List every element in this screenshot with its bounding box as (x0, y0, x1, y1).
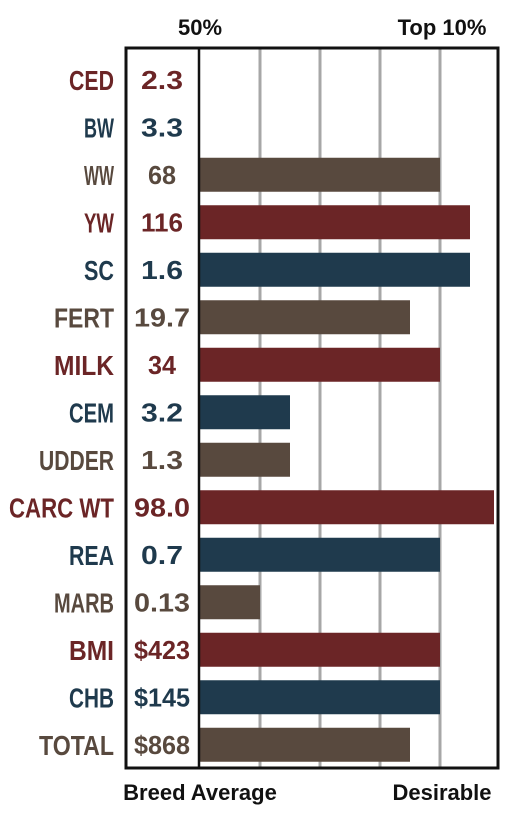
bar-yw (200, 205, 470, 240)
trait-label-total: TOTAL (39, 730, 114, 761)
trait-labels: CED BW WW YW SC FERT MILK CEM UDDER CARC WT REA MAR… (9, 65, 114, 761)
bar-bmi (200, 632, 440, 667)
trait-label-carc-wt: CARC WT (9, 492, 114, 523)
trait-label-ced: CED (69, 65, 114, 96)
trait-label-udder: UDDER (39, 445, 114, 476)
bar-chb (200, 680, 440, 715)
bottom-label-desirable: Desirable (392, 780, 491, 805)
trait-label-sc: SC (84, 255, 114, 286)
value-label-bw: 3.3 (141, 112, 183, 142)
value-label-fert: 19.7 (134, 302, 190, 332)
top-label-50-percent: 50% (178, 15, 222, 40)
bar-carc-wt (200, 490, 494, 525)
value-label-ww: 68 (148, 160, 176, 190)
value-label-chb: $145 (134, 682, 190, 712)
trait-label-chb: CHB (69, 682, 114, 713)
trait-label-marb: MARB (54, 587, 114, 618)
bar-total (200, 727, 410, 762)
trait-label-yw: YW (84, 207, 114, 238)
value-label-bmi: $423 (134, 635, 190, 665)
top-label-top-10-percent: Top 10% (398, 15, 487, 40)
value-labels: 2.3 3.3 68 116 1.6 19.7 34 3.2 1.3 98.0 0.7 0.13 $42… (134, 65, 190, 760)
value-label-ced: 2.3 (141, 65, 183, 95)
bottom-label-breed-average: Breed Average (123, 780, 277, 805)
value-label-total: $868 (134, 730, 190, 760)
value-label-sc: 1.6 (141, 255, 183, 285)
value-label-yw: 116 (141, 207, 183, 237)
value-label-cem: 3.2 (141, 397, 183, 427)
bar-marb (200, 585, 260, 620)
trait-label-rea: REA (69, 540, 114, 571)
value-label-marb: 0.13 (134, 587, 190, 617)
trait-label-fert: FERT (54, 302, 114, 333)
value-label-carc-wt: 98.0 (134, 492, 190, 522)
trait-label-bw: BW (84, 112, 114, 143)
bar-sc (200, 252, 470, 287)
bar-ww (200, 157, 440, 192)
chart-frame (124, 46, 500, 770)
trait-label-bmi: BMI (69, 635, 114, 666)
bar-rea (200, 537, 440, 572)
trait-label-cem: CEM (69, 397, 114, 428)
value-label-rea: 0.7 (141, 540, 183, 570)
bars (200, 157, 494, 762)
trait-label-ww: WW (84, 160, 114, 191)
value-label-udder: 1.3 (141, 445, 183, 475)
bar-udder (200, 442, 290, 477)
bar-fert (200, 300, 410, 335)
value-label-milk: 34 (148, 350, 177, 380)
trait-label-milk: MILK (54, 350, 114, 381)
bar-milk (200, 347, 440, 382)
bar-cem (200, 395, 290, 430)
